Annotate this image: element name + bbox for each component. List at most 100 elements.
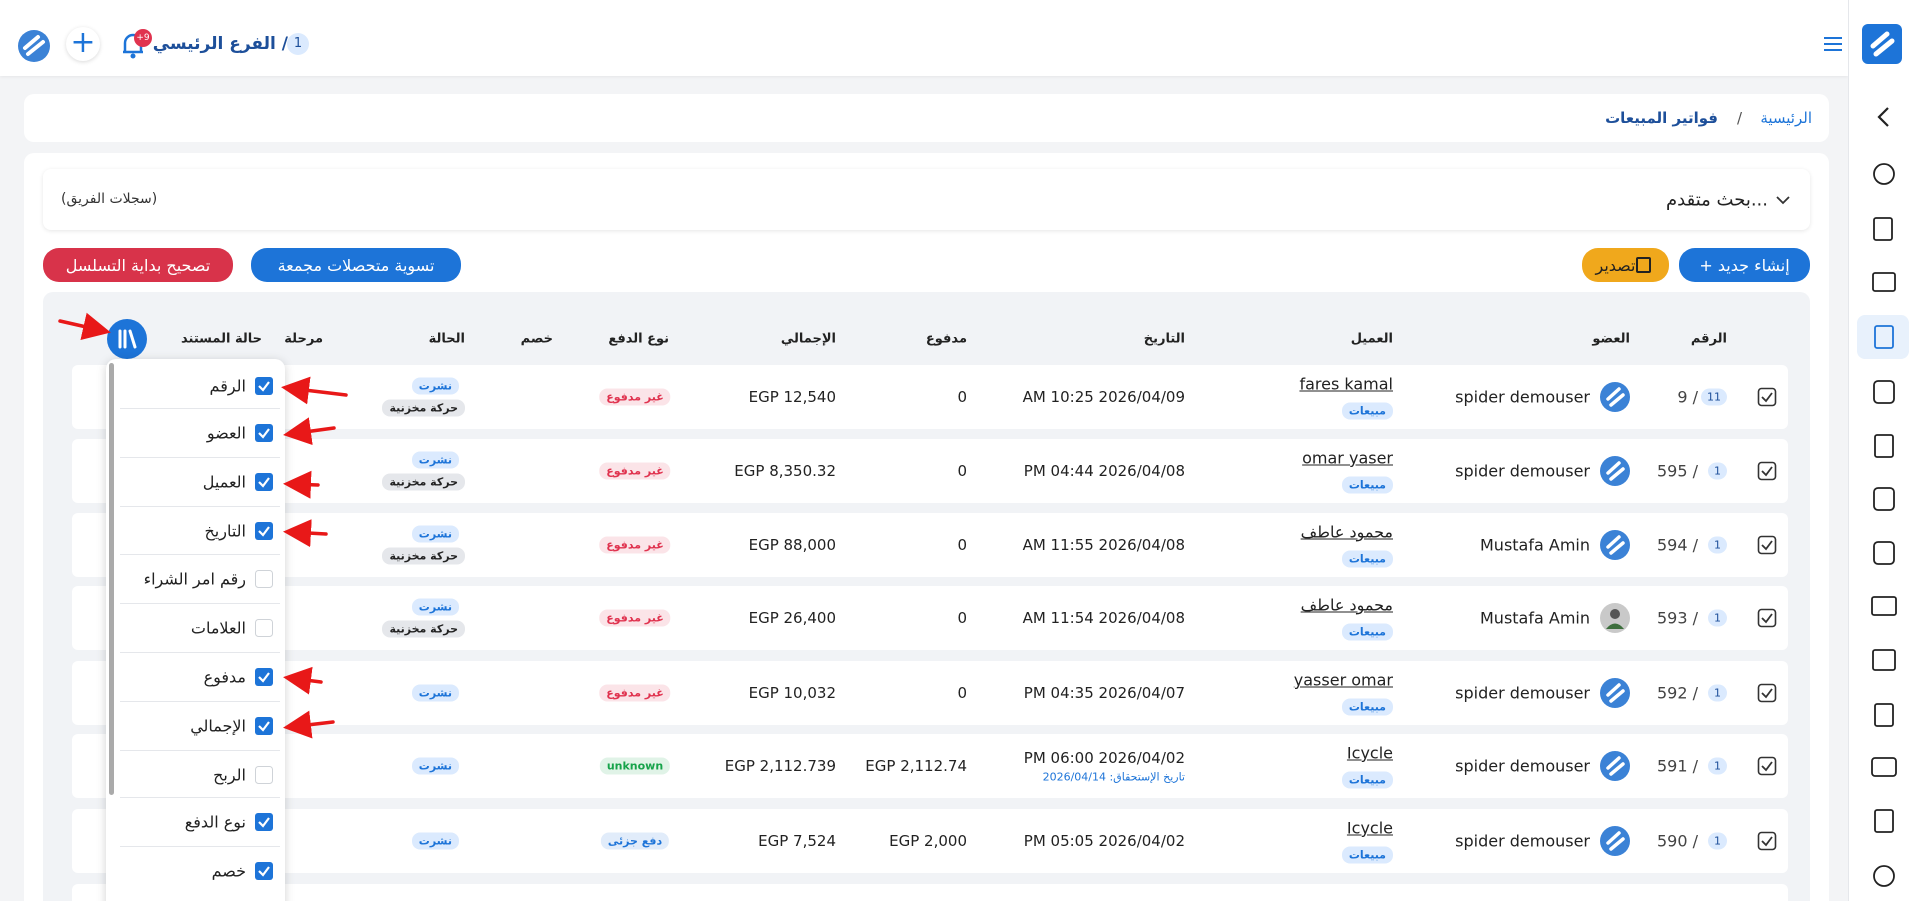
table-row[interactable]: [72, 809, 1788, 873]
number-badge: 1: [1708, 536, 1727, 554]
branch[interactable]: الفرع الرئيسي /: [152, 34, 288, 54]
client-name[interactable]: Icycle: [1346, 818, 1393, 838]
invoice-number[interactable]: 9 /: [1677, 387, 1698, 407]
client-name[interactable]: fares kamal: [1299, 374, 1393, 394]
notification-badge: +9: [134, 29, 152, 47]
column-header: نوع الدفع: [608, 331, 669, 347]
invoice-number[interactable]: 594 /: [1656, 535, 1698, 555]
client-tag: مبيعات: [1341, 476, 1393, 494]
payment-type: unknown: [599, 757, 671, 775]
menu-scrollbar[interactable]: [109, 363, 114, 795]
menu-checkbox[interactable]: [255, 570, 273, 588]
payment-type: غير مدفوع: [599, 536, 671, 554]
menu-label[interactable]: التاريخ: [204, 521, 246, 541]
sidebar-collapse[interactable]: [1872, 105, 1896, 129]
menu-divider: [120, 603, 280, 604]
client-name[interactable]: yasser omar: [1293, 670, 1393, 690]
menu-checkbox[interactable]: [255, 813, 273, 831]
client-name[interactable]: محمود عاطف: [1300, 522, 1393, 542]
table-row[interactable]: [72, 365, 1788, 429]
column-toggle[interactable]: [107, 319, 147, 359]
collections-button[interactable]: تسوية متحصلات مجمعة: [251, 248, 461, 282]
menu-checkbox[interactable]: [255, 668, 273, 686]
row-checkbox[interactable]: [1757, 683, 1777, 703]
member-avatar: [1600, 751, 1630, 781]
payment-type: دفع جزئى: [600, 832, 670, 850]
client-name[interactable]: محمود عاطف: [1300, 595, 1393, 615]
search-card[interactable]: [43, 169, 1810, 230]
table-row[interactable]: [72, 586, 1788, 650]
row-checkbox[interactable]: [1757, 461, 1777, 481]
payment-type: غير مدفوع: [599, 684, 671, 702]
invoice-number[interactable]: 593 /: [1656, 608, 1698, 628]
row-checkbox[interactable]: [1757, 756, 1777, 776]
menu-checkbox[interactable]: [255, 522, 273, 540]
menu-label[interactable]: الربح: [213, 765, 246, 785]
client-tag: مبيعات: [1341, 402, 1393, 420]
invoice-date: AM 10:25 2026/04/09: [1022, 388, 1185, 406]
menu-checkbox[interactable]: [255, 619, 273, 637]
menu-label[interactable]: الرقم: [209, 376, 246, 396]
total-amount: EGP 8,350.32: [734, 462, 836, 480]
export-label: تصدير: [1595, 255, 1636, 275]
top-bar: [0, 0, 1848, 76]
breadcrumb-home[interactable]: الرئيسية: [1760, 109, 1812, 127]
total-amount: EGP 88,000: [748, 536, 836, 554]
sidebar-icons[interactable]: [1868, 160, 1900, 890]
menu-label[interactable]: العلامات: [190, 618, 246, 638]
menu-checkbox[interactable]: [255, 862, 273, 880]
number-badge: 1: [1708, 462, 1727, 480]
table-row[interactable]: [72, 734, 1788, 798]
invoice-number[interactable]: 590 /: [1656, 831, 1698, 851]
menu-checkbox[interactable]: [255, 473, 273, 491]
sidebar-logo[interactable]: [1862, 24, 1902, 64]
menu-toggle[interactable]: [1822, 34, 1844, 54]
row-checkbox[interactable]: [1757, 831, 1777, 851]
number-badge: 1: [1708, 609, 1727, 627]
invoice-number[interactable]: 595 /: [1656, 461, 1698, 481]
menu-label[interactable]: رقم امر الشراء: [143, 569, 246, 589]
invoice-number[interactable]: 592 /: [1656, 683, 1698, 703]
client-name[interactable]: omar yaser: [1302, 448, 1393, 468]
status-tag: نشرت: [411, 757, 459, 775]
total-amount: EGP 7,524: [758, 832, 836, 850]
menu-label[interactable]: خصم: [211, 861, 246, 881]
menu-label[interactable]: نوع الدفع: [184, 812, 246, 832]
total-amount: EGP 12,540: [748, 388, 836, 406]
column-header: الحالة: [428, 331, 465, 347]
status-tag: نشرت: [411, 451, 459, 469]
menu-checkbox[interactable]: [255, 717, 273, 735]
menu-label[interactable]: مدفوع: [203, 667, 246, 687]
menu-checkbox[interactable]: [255, 766, 273, 784]
app-logo[interactable]: [16, 28, 52, 64]
menu-checkbox[interactable]: [255, 424, 273, 442]
invoice-number[interactable]: 591 /: [1656, 756, 1698, 776]
table-row[interactable]: [72, 513, 1788, 577]
table-row[interactable]: [72, 439, 1788, 503]
member-avatar: [1600, 382, 1630, 412]
invoice-date: PM 06:00 2026/04/02: [1023, 749, 1185, 767]
number-badge: 1: [1708, 832, 1727, 850]
sidebar-active: [1857, 315, 1909, 359]
row-checkbox[interactable]: [1757, 608, 1777, 628]
member-name: spider demouser: [1455, 461, 1590, 481]
menu-label[interactable]: الإجمالي: [190, 716, 246, 736]
client-name[interactable]: Icycle: [1346, 743, 1393, 763]
menu-checkbox[interactable]: [255, 377, 273, 395]
export-button[interactable]: تصدير: [1582, 248, 1669, 282]
fix-sequence-button[interactable]: تصحيح بداية التسلسل: [43, 248, 233, 282]
menu-label[interactable]: العميل: [202, 472, 246, 492]
column-header: مرحلة: [284, 331, 323, 347]
menu-label[interactable]: العضو: [206, 423, 246, 443]
row-checkbox[interactable]: [1757, 535, 1777, 555]
status-tag: نشرت: [411, 377, 459, 395]
status-tag: نشرت: [411, 598, 459, 616]
client-tag: مبيعات: [1341, 550, 1393, 568]
row-checkbox[interactable]: [1757, 387, 1777, 407]
add-button[interactable]: +: [66, 27, 100, 61]
create-button[interactable]: + إنشاء جديد: [1679, 248, 1810, 282]
sidebar: [1848, 0, 1919, 901]
breadcrumb-separator: /: [1736, 109, 1742, 127]
table-row[interactable]: [72, 661, 1788, 725]
search-title[interactable]: بحث متقدم...: [1666, 189, 1768, 211]
